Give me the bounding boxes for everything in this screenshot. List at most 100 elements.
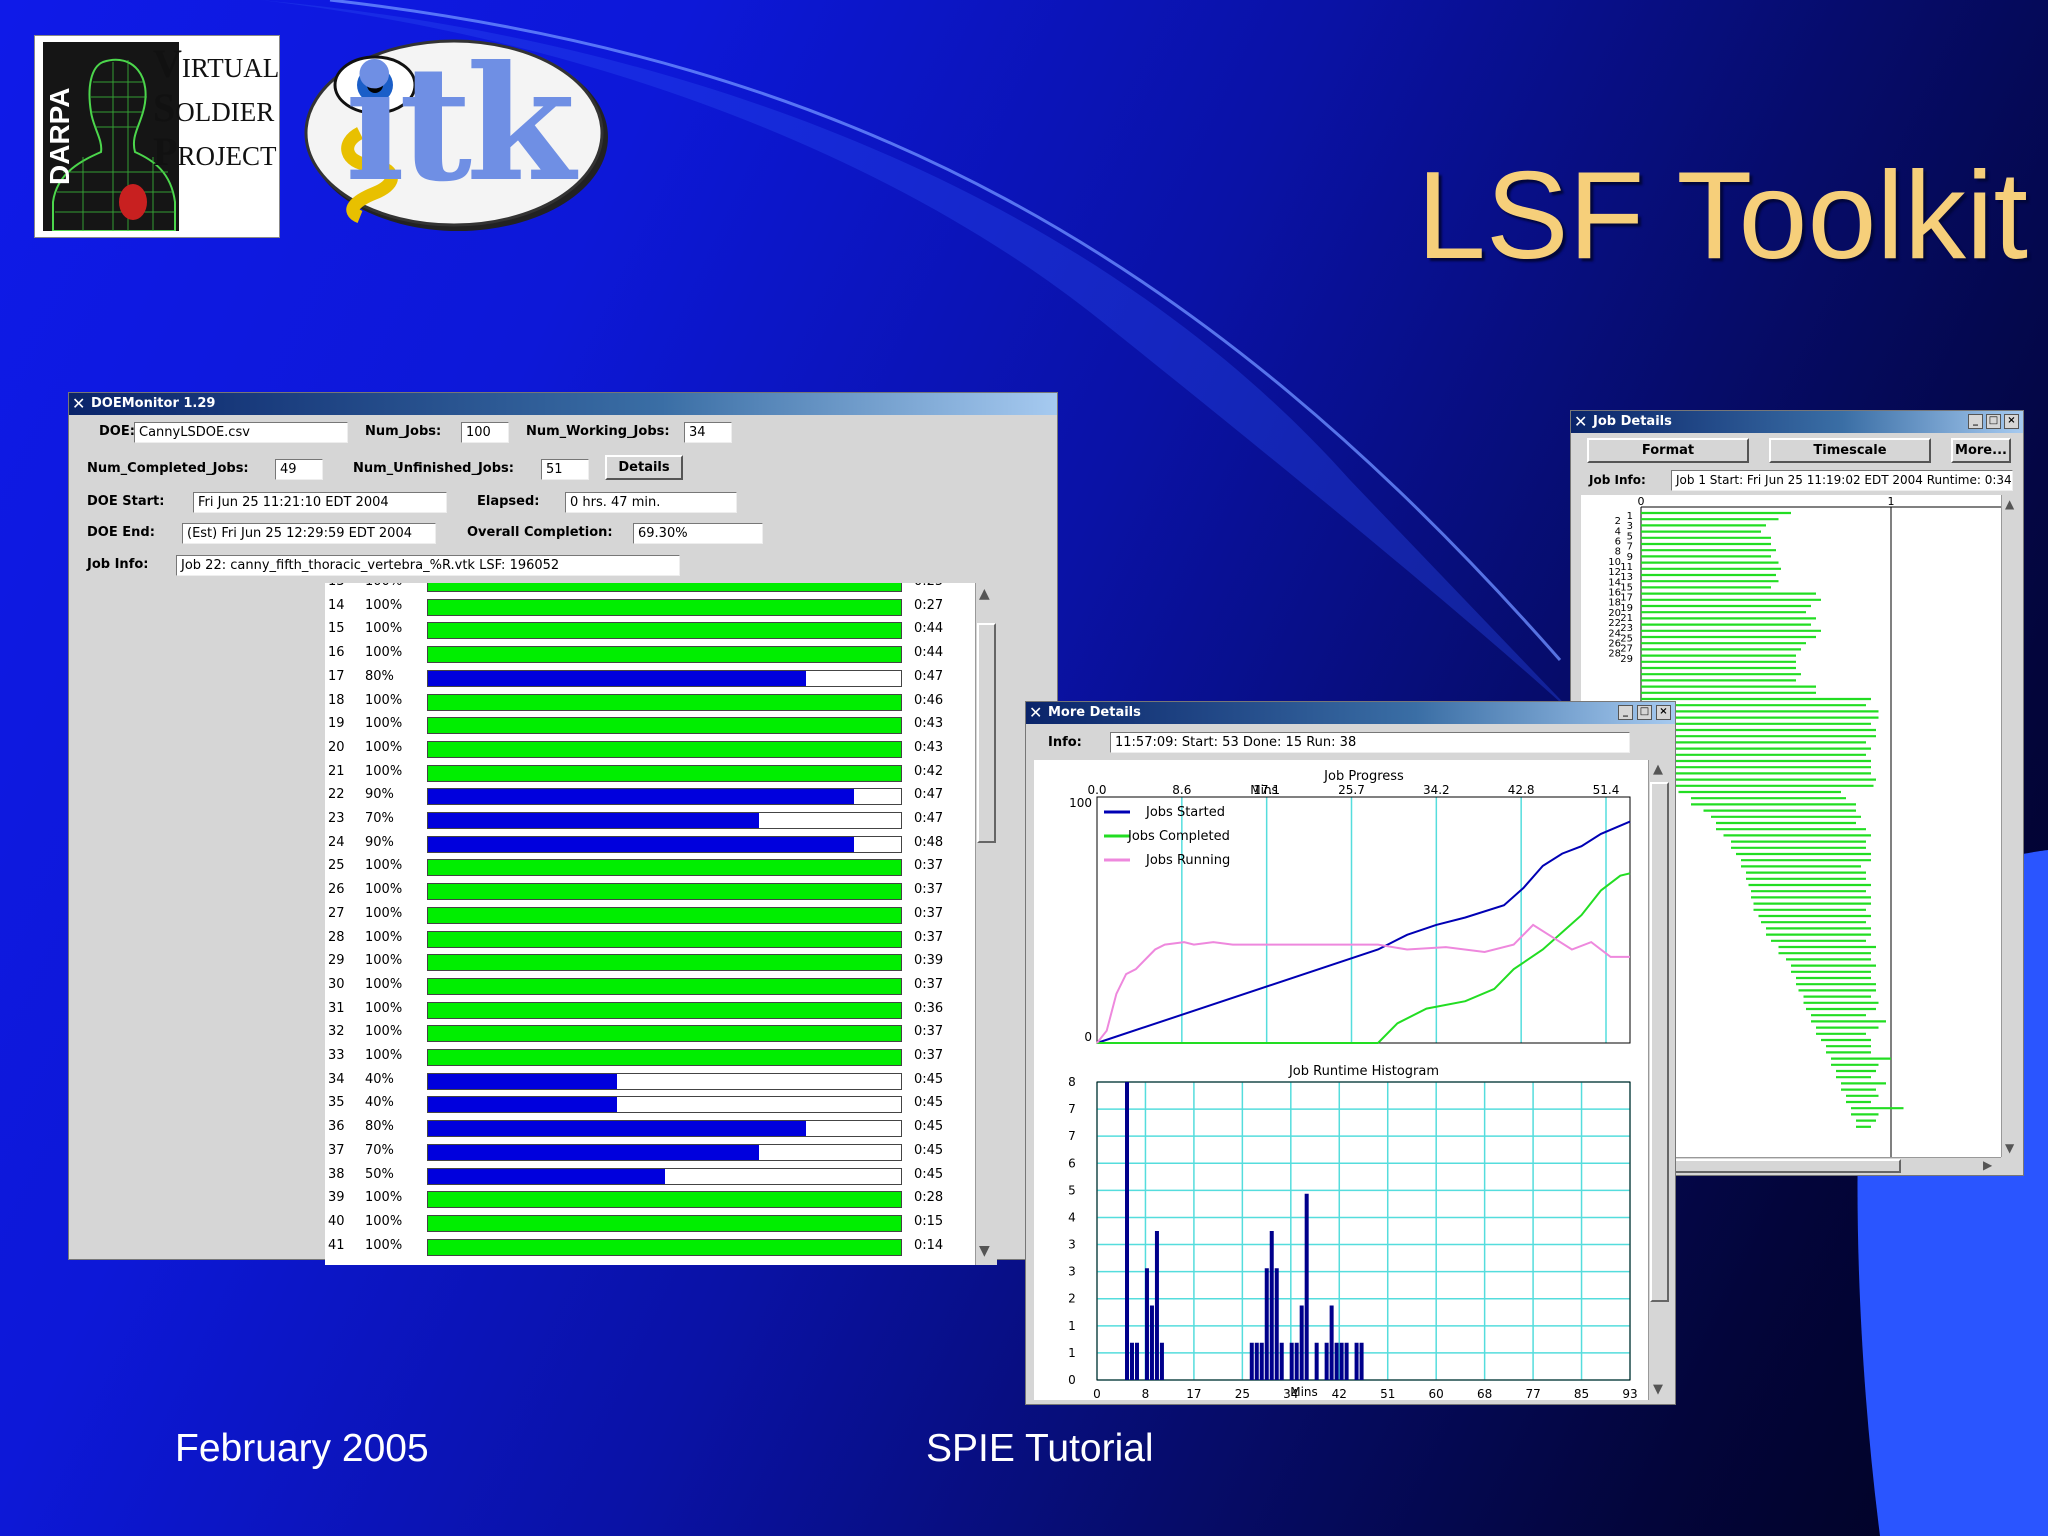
- scrollbar-thumb[interactable]: [1671, 1159, 1901, 1173]
- job-row[interactable]: 21 100% 0:42: [325, 760, 975, 784]
- doe-start-label: DOE Start:: [87, 494, 165, 509]
- job-row[interactable]: 38 50% 0:45: [325, 1163, 975, 1187]
- job-row[interactable]: 31 100% 0:36: [325, 997, 975, 1021]
- job-row[interactable]: 13 100% 0:25: [325, 583, 975, 594]
- job-row[interactable]: 22 90% 0:47: [325, 783, 975, 807]
- more-button[interactable]: More...: [1951, 438, 2011, 463]
- job-row[interactable]: 33 100% 0:37: [325, 1044, 975, 1068]
- job-number: 21: [328, 763, 345, 779]
- scroll-down-arrow[interactable]: ▼: [979, 1243, 990, 1259]
- job-progress-fill: [428, 1002, 901, 1018]
- gantt-horizontal-scrollbar[interactable]: ▶: [1581, 1157, 2001, 1175]
- job-progress-fill: [428, 765, 901, 781]
- more-details-window: ✕ More Details _ □ × Info: 11:57:09: Sta…: [1025, 701, 1676, 1405]
- gantt-row-label: 27: [1620, 644, 1633, 655]
- job-number: 23: [328, 811, 345, 826]
- job-row[interactable]: 35 40% 0:45: [325, 1091, 975, 1115]
- job-percent: 50%: [365, 1166, 394, 1182]
- job-row[interactable]: 19 100% 0:43: [325, 712, 975, 736]
- info-field[interactable]: 11:57:09: Start: 53 Done: 15 Run: 38: [1110, 732, 1630, 753]
- maximize-icon[interactable]: □: [1986, 414, 2001, 429]
- scroll-down-arrow[interactable]: ▼: [1653, 1382, 1663, 1397]
- histogram-bar: [1354, 1342, 1359, 1380]
- maximize-icon[interactable]: □: [1637, 705, 1652, 720]
- scrollbar-thumb[interactable]: [1650, 782, 1669, 1302]
- gantt-row-label: 17: [1620, 593, 1633, 604]
- histogram-bar: [1339, 1342, 1344, 1380]
- job-time: 0:15: [914, 1213, 944, 1229]
- job-percent: 100%: [365, 929, 403, 945]
- scroll-up-arrow[interactable]: ▲: [1653, 762, 1663, 777]
- job-row[interactable]: 24 90% 0:48: [325, 831, 975, 855]
- job-row[interactable]: 36 80% 0:45: [325, 1115, 975, 1139]
- close-icon[interactable]: ×: [1656, 705, 1671, 720]
- job-progress-fill: [428, 1121, 807, 1137]
- doe-field[interactable]: CannyLSDOE.csv: [134, 422, 348, 443]
- more-details-titlebar[interactable]: ✕ More Details _ □ ×: [1026, 702, 1675, 724]
- job-details-info-field[interactable]: Job 1 Start: Fri Jun 25 11:19:02 EDT 200…: [1671, 470, 2013, 491]
- num-unfinished-jobs-field[interactable]: 51: [541, 459, 589, 480]
- job-details-titlebar[interactable]: ✕ Job Details _ □ ×: [1571, 411, 2023, 433]
- format-button[interactable]: Format: [1587, 438, 1749, 463]
- job-row[interactable]: 37 70% 0:45: [325, 1139, 975, 1163]
- job-progress-fill: [428, 836, 854, 852]
- job-row[interactable]: 15 100% 0:44: [325, 617, 975, 641]
- job-number: 14: [328, 597, 345, 613]
- job-number: 28: [328, 929, 345, 945]
- job-row[interactable]: 17 80% 0:47: [325, 665, 975, 689]
- close-icon[interactable]: ×: [2004, 414, 2019, 429]
- job-row[interactable]: 25 100% 0:37: [325, 854, 975, 878]
- doe-start-field[interactable]: Fri Jun 25 11:21:10 EDT 2004: [193, 492, 447, 513]
- job-row[interactable]: 39 100% 0:28: [325, 1186, 975, 1210]
- job-row[interactable]: 41 100% 0:14: [325, 1234, 975, 1258]
- scrollbar-thumb[interactable]: [977, 623, 996, 843]
- darpa-label: DARPA: [44, 87, 75, 186]
- job-row[interactable]: 27 100% 0:37: [325, 902, 975, 926]
- job-progress-bar: [427, 1238, 902, 1256]
- histogram-frame: [1096, 1081, 1631, 1381]
- job-row[interactable]: 28 100% 0:37: [325, 926, 975, 950]
- job-progress-bar: [427, 835, 902, 853]
- histogram-title: Job Runtime Histogram: [1288, 1064, 1439, 1079]
- job-row[interactable]: 26 100% 0:37: [325, 878, 975, 902]
- job-list-scrollbar[interactable]: ▲ ▼: [975, 583, 997, 1265]
- job-row[interactable]: 18 100% 0:46: [325, 689, 975, 713]
- num-working-jobs-field[interactable]: 34: [684, 422, 732, 443]
- details-button[interactable]: Details: [605, 455, 683, 480]
- job-row[interactable]: 16 100% 0:44: [325, 641, 975, 665]
- doe-end-field[interactable]: (Est) Fri Jun 25 12:29:59 EDT 2004: [182, 523, 436, 544]
- doe-monitor-titlebar[interactable]: ✕ DOEMonitor 1.29: [69, 393, 1057, 415]
- scroll-right-arrow[interactable]: ▶: [1983, 1158, 1993, 1172]
- more-details-scrollbar[interactable]: ▲ ▼: [1648, 760, 1670, 1400]
- job-row[interactable]: 14 100% 0:27: [325, 594, 975, 618]
- overall-completion-field[interactable]: 69.30%: [633, 523, 763, 544]
- gantt-row-label: 7: [1627, 542, 1633, 553]
- job-percent: 100%: [365, 1213, 403, 1229]
- num-completed-jobs-field[interactable]: 49: [275, 459, 323, 480]
- scroll-down-arrow[interactable]: ▼: [2005, 1141, 2015, 1155]
- job-row[interactable]: 32 100% 0:37: [325, 1020, 975, 1044]
- elapsed-field[interactable]: 0 hrs. 47 min.: [565, 492, 737, 513]
- job-row[interactable]: 40 100% 0:15: [325, 1210, 975, 1234]
- job-row[interactable]: 30 100% 0:37: [325, 973, 975, 997]
- job-row[interactable]: 20 100% 0:43: [325, 736, 975, 760]
- scroll-up-arrow[interactable]: ▲: [979, 586, 990, 602]
- vsp-figure-image: [43, 42, 179, 232]
- job-info-field[interactable]: Job 22: canny_fifth_thoracic_vertebra_%R…: [176, 555, 680, 576]
- job-number: 26: [328, 882, 345, 898]
- job-time: 0:28: [914, 1190, 944, 1206]
- job-percent: 90%: [365, 834, 394, 850]
- minimize-icon[interactable]: _: [1968, 414, 1983, 429]
- job-row[interactable]: 34 40% 0:45: [325, 1068, 975, 1092]
- job-row[interactable]: 29 100% 0:39: [325, 949, 975, 973]
- minimize-icon[interactable]: _: [1618, 705, 1633, 720]
- job-time: 0:44: [914, 621, 944, 637]
- job-progress-fill: [428, 931, 901, 947]
- num-jobs-field[interactable]: 100: [461, 422, 509, 443]
- timescale-button[interactable]: Timescale: [1769, 438, 1931, 463]
- gantt-vertical-scrollbar[interactable]: ▲ ▼: [2001, 495, 2021, 1157]
- footer-date: February 2005: [175, 1427, 429, 1470]
- job-row[interactable]: 23 70% 0:47: [325, 807, 975, 831]
- legend-label: Jobs Completed: [1127, 829, 1230, 844]
- scroll-up-arrow[interactable]: ▲: [2005, 497, 2015, 511]
